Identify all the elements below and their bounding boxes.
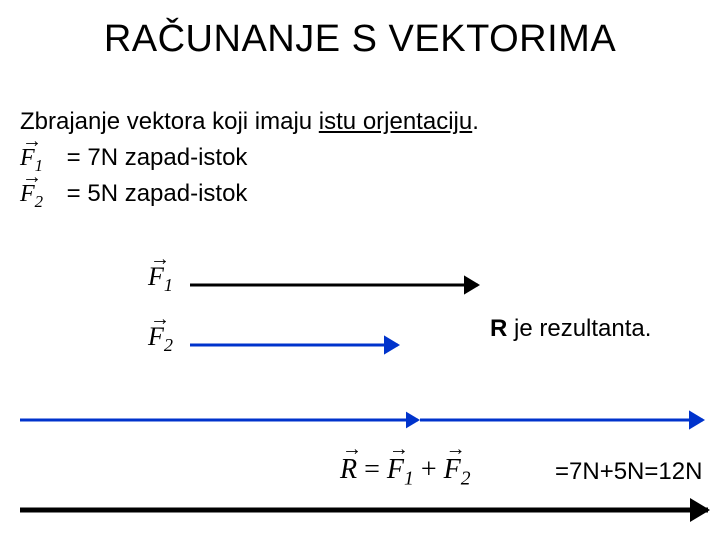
eq-f2-over-arrow: → [446,438,466,461]
f2-subscript: 2 [35,192,43,211]
eq-f1-sub: 1 [404,469,414,490]
slide-title: RAČUNANJE S VEKTORIMA [0,18,720,61]
subtitle-post: . [472,108,479,135]
result-rest: je rezultanta. [507,315,651,342]
f2-over-arrow: → [22,166,42,189]
vector-f2-over-arrow: → [150,308,170,331]
vector-f1-over-arrow: → [150,248,170,271]
vector-f1-subscript: 1 [164,275,173,295]
vector-f2-arrow [190,327,416,363]
vector-f2-label: → F2 [148,322,173,356]
subtitle-pre: Zbrajanje vektora koji imaju [20,108,319,135]
vector-f1-arrow [190,267,496,303]
eq-equals: = [364,454,387,485]
eq-plus: + [421,454,444,485]
resultant-sum-arrow [20,488,720,532]
f1-over-arrow: → [22,130,42,153]
f1-value: = 7N zapad-istok [67,144,248,171]
resultant-f2-arrow [420,402,720,438]
resultant-f1-arrow [20,404,434,436]
equation-rhs: =7N+5N=12N [555,458,702,486]
f2-value: = 5N zapad-istok [67,180,248,207]
equation: → R = → F1 + → F2 [340,454,471,491]
eq-f1-over-arrow: → [389,438,409,461]
result-r: R [490,315,507,342]
vector-f2-subscript: 2 [164,335,173,355]
f2-definition: → F2 = 5N zapad-istok [20,180,247,212]
f1-definition: → F1 = 7N zapad-istok [20,144,247,176]
subtitle-under: istu orjentaciju [319,108,472,135]
result-text: R je rezultanta. [490,315,651,343]
eq-r-over-arrow: → [342,438,362,461]
vector-f1-label: → F1 [148,262,173,296]
subtitle: Zbrajanje vektora koji imaju istu orjent… [20,108,479,136]
eq-f2-sub: 2 [461,469,471,490]
